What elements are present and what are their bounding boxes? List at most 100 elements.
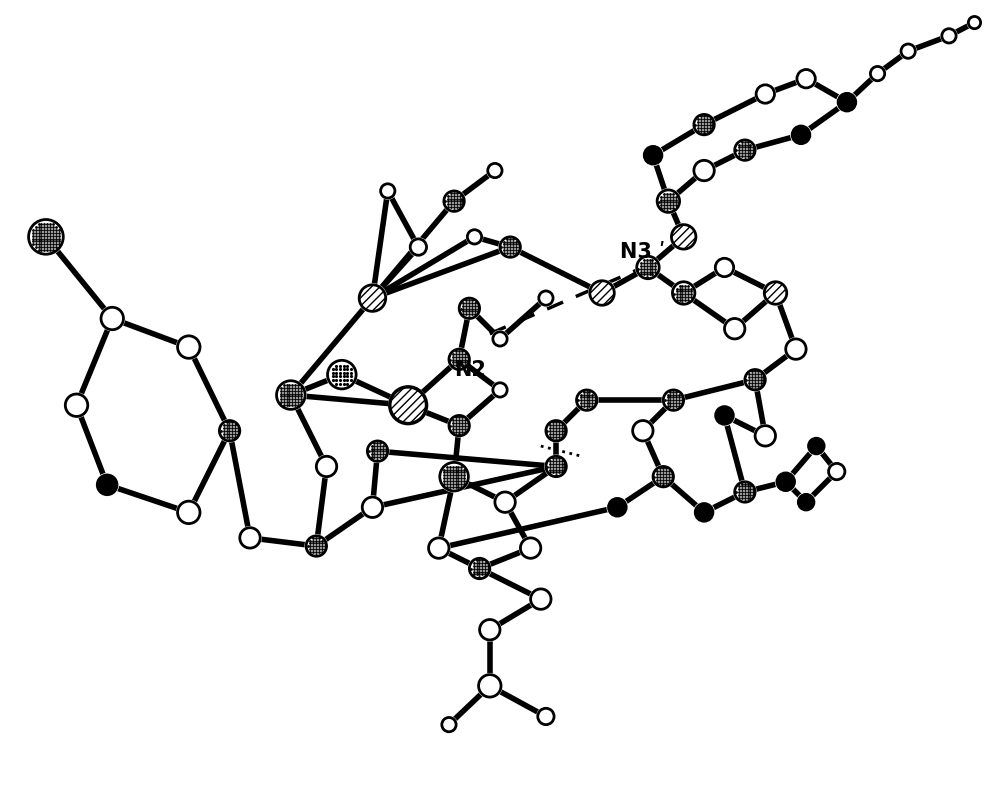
- Circle shape: [466, 229, 483, 245]
- Circle shape: [441, 716, 457, 733]
- Circle shape: [492, 331, 508, 347]
- Circle shape: [900, 43, 916, 59]
- Circle shape: [458, 297, 481, 320]
- Circle shape: [653, 467, 673, 487]
- Circle shape: [328, 360, 356, 389]
- Circle shape: [538, 290, 554, 306]
- Circle shape: [537, 708, 555, 726]
- Circle shape: [796, 68, 816, 89]
- Circle shape: [786, 339, 806, 360]
- Circle shape: [967, 16, 982, 30]
- Circle shape: [444, 191, 464, 212]
- Circle shape: [531, 589, 551, 609]
- Circle shape: [493, 332, 507, 346]
- Circle shape: [480, 619, 500, 640]
- Circle shape: [239, 527, 261, 549]
- Circle shape: [488, 164, 502, 178]
- Circle shape: [358, 284, 387, 312]
- Circle shape: [530, 588, 552, 611]
- Circle shape: [576, 389, 598, 412]
- Circle shape: [785, 338, 807, 360]
- Circle shape: [797, 493, 815, 512]
- Circle shape: [495, 492, 515, 512]
- Circle shape: [662, 389, 685, 412]
- Text: N2: N2: [454, 360, 486, 379]
- Circle shape: [361, 496, 384, 519]
- Circle shape: [389, 386, 428, 425]
- Circle shape: [390, 387, 427, 423]
- Circle shape: [792, 126, 810, 144]
- Circle shape: [670, 224, 697, 250]
- Circle shape: [449, 416, 469, 436]
- Circle shape: [479, 674, 501, 697]
- Circle shape: [494, 491, 516, 513]
- Circle shape: [410, 239, 427, 255]
- Circle shape: [65, 394, 88, 416]
- Circle shape: [440, 463, 468, 491]
- Circle shape: [807, 437, 826, 455]
- Circle shape: [901, 44, 915, 58]
- Circle shape: [493, 382, 507, 397]
- Circle shape: [546, 420, 566, 441]
- Circle shape: [714, 405, 735, 426]
- Circle shape: [869, 65, 886, 82]
- Circle shape: [754, 425, 777, 447]
- Circle shape: [519, 537, 542, 560]
- Circle shape: [442, 718, 456, 732]
- Circle shape: [755, 83, 776, 104]
- Circle shape: [694, 114, 714, 135]
- Circle shape: [756, 85, 774, 103]
- Circle shape: [777, 472, 795, 491]
- Circle shape: [693, 159, 715, 182]
- Circle shape: [791, 124, 811, 145]
- Circle shape: [367, 441, 388, 461]
- Circle shape: [776, 471, 796, 492]
- Circle shape: [467, 230, 482, 244]
- Circle shape: [29, 220, 63, 254]
- Circle shape: [520, 538, 541, 558]
- Circle shape: [366, 440, 389, 463]
- Circle shape: [828, 463, 846, 481]
- Circle shape: [316, 456, 337, 477]
- Circle shape: [671, 281, 696, 305]
- Circle shape: [448, 415, 470, 437]
- Circle shape: [276, 379, 306, 410]
- Circle shape: [694, 502, 714, 523]
- Circle shape: [652, 465, 674, 488]
- Circle shape: [695, 503, 713, 522]
- Circle shape: [755, 426, 776, 446]
- Circle shape: [608, 498, 627, 516]
- Circle shape: [439, 461, 469, 492]
- Circle shape: [443, 190, 465, 212]
- Circle shape: [409, 238, 428, 257]
- Circle shape: [305, 535, 328, 557]
- Circle shape: [693, 113, 715, 136]
- Circle shape: [500, 237, 520, 257]
- Circle shape: [362, 497, 383, 518]
- Circle shape: [492, 382, 508, 398]
- Circle shape: [607, 497, 628, 518]
- Circle shape: [178, 501, 200, 523]
- Circle shape: [838, 93, 856, 111]
- Circle shape: [469, 558, 490, 578]
- Circle shape: [870, 66, 885, 81]
- Circle shape: [478, 674, 502, 698]
- Circle shape: [798, 494, 814, 510]
- Circle shape: [714, 257, 735, 278]
- Circle shape: [448, 348, 470, 371]
- Circle shape: [100, 306, 124, 331]
- Circle shape: [735, 482, 755, 502]
- Circle shape: [177, 334, 201, 360]
- Circle shape: [590, 281, 614, 305]
- Circle shape: [744, 368, 766, 391]
- Circle shape: [306, 536, 327, 556]
- Circle shape: [735, 140, 755, 161]
- Circle shape: [734, 481, 756, 503]
- Circle shape: [546, 456, 566, 477]
- Circle shape: [178, 336, 200, 358]
- Circle shape: [468, 557, 491, 580]
- Circle shape: [487, 162, 503, 179]
- Circle shape: [724, 319, 745, 339]
- Circle shape: [97, 475, 117, 495]
- Circle shape: [577, 390, 597, 410]
